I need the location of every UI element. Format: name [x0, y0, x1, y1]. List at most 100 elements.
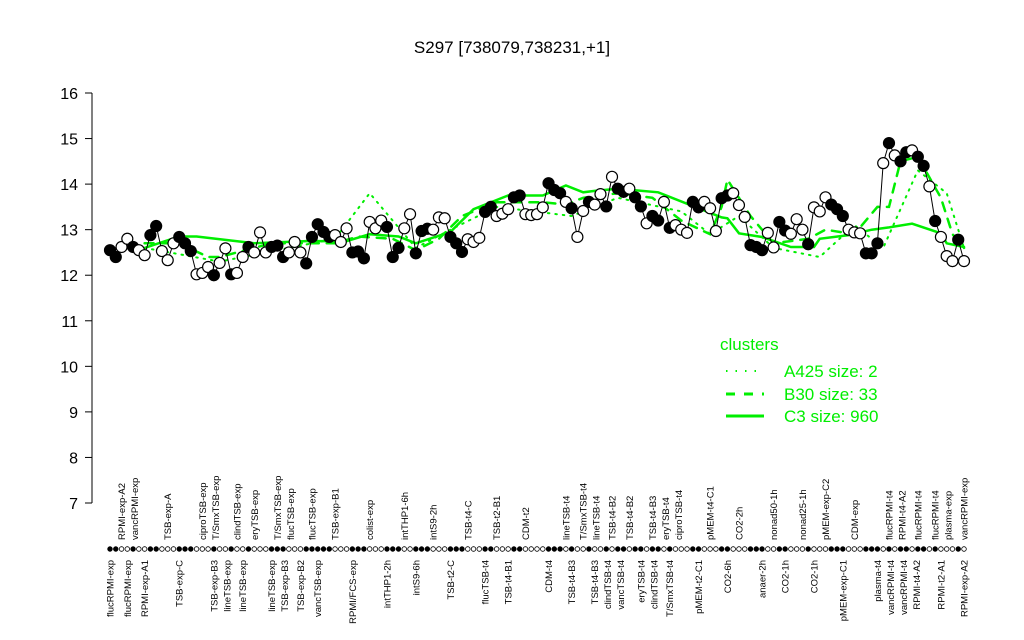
rug-mark: [349, 546, 356, 552]
cluster-line-a425: [143, 168, 965, 263]
data-point: [236, 250, 249, 264]
rug-mark: [597, 546, 604, 552]
y-tick-label: 16: [60, 86, 78, 103]
rug-mark: [840, 546, 846, 552]
data-point: [565, 202, 578, 215]
rug-mark: [338, 546, 344, 552]
rug-mark: [736, 546, 742, 552]
rug-mark: [516, 546, 523, 552]
data-point: [854, 227, 867, 240]
data-point: [138, 249, 151, 262]
rug-mark: [580, 546, 586, 552]
rug-mark: [874, 546, 881, 552]
rug-mark: [955, 546, 961, 552]
sample-label-bottom: eryTSB-t4: [636, 560, 647, 603]
rug-mark: [366, 546, 373, 552]
rug-mark: [320, 546, 327, 552]
data-point: [917, 159, 930, 172]
sample-label-bottom: intS9-6h: [411, 560, 422, 595]
sample-label-bottom: TSB-exp-B3: [209, 560, 220, 612]
sample-label-bottom: RPMI-t4-A2: [912, 560, 923, 610]
rug-mark: [845, 546, 852, 552]
rug-mark: [159, 546, 165, 552]
data-point: [957, 255, 971, 268]
sample-series: [103, 137, 971, 282]
y-tick-label: 9: [69, 405, 78, 422]
rug-mark: [280, 546, 286, 552]
rug-mark: [263, 546, 269, 552]
rug-mark: [182, 546, 188, 552]
sample-rug: [107, 546, 967, 552]
rug-mark: [915, 546, 921, 552]
rug-mark: [586, 546, 592, 552]
sample-label-top: flucTSB-exp: [308, 488, 319, 540]
rug-mark: [113, 546, 119, 552]
rug-mark: [799, 546, 806, 552]
rug-mark: [788, 546, 794, 552]
sample-label-bottom: vancTSB-t4: [616, 560, 627, 610]
data-point: [929, 214, 942, 228]
rug-mark: [943, 546, 950, 552]
rug-mark: [620, 546, 627, 552]
rug-mark: [199, 546, 206, 552]
sample-label-top: intTHP1-6h: [400, 492, 411, 540]
data-point: [894, 155, 907, 168]
rug-mark: [793, 546, 800, 552]
y-tick-label: 8: [69, 450, 78, 467]
rug-mark: [718, 546, 725, 552]
data-point: [761, 226, 774, 239]
data-point: [340, 222, 353, 235]
data-point: [553, 187, 567, 200]
data-point: [657, 195, 671, 208]
data-point: [680, 226, 694, 239]
rug-mark: [205, 546, 211, 552]
sample-label-top: ciproTSB-t4: [674, 490, 685, 540]
data-point: [392, 241, 405, 254]
rug-mark: [545, 546, 552, 552]
legend-label: A425 size: 2: [784, 362, 878, 381]
data-point: [282, 246, 295, 259]
data-point: [155, 244, 169, 258]
rug-mark: [315, 546, 321, 552]
data-point: [796, 223, 809, 236]
rug-mark: [626, 546, 633, 552]
data-point: [911, 150, 924, 163]
sample-label-top: CDM-t2: [521, 507, 532, 540]
rug-mark: [857, 546, 863, 552]
sample-labels: RPMI-exp-A2 vancRPMI-exp TSB-exp-A ciproTSB…: [106, 476, 971, 624]
rug-mark: [863, 546, 869, 552]
data-point: [455, 245, 469, 259]
sample-label-bottom: pMEM-exp-C1: [838, 560, 849, 621]
rug-mark: [153, 546, 159, 552]
rug-mark: [753, 546, 759, 552]
sample-label-top: CO2-2h: [735, 507, 746, 540]
rug-mark: [690, 546, 696, 552]
rug-mark: [701, 546, 708, 552]
data-point: [732, 198, 746, 212]
data-point: [952, 233, 965, 246]
sample-label-top: CDM-exp: [850, 500, 861, 540]
rug-mark: [378, 546, 384, 552]
sample-label-bottom: flucTSB-t4: [481, 560, 492, 604]
rug-mark: [563, 546, 569, 552]
rug-mark: [493, 546, 500, 552]
rug-mark: [667, 546, 673, 552]
rug-mark: [482, 546, 488, 552]
sample-label-bottom: TSB-t4-B3: [567, 560, 578, 604]
rug-mark: [436, 546, 442, 552]
sample-label-bottom: TSB-t2-C: [446, 560, 457, 600]
data-point: [144, 229, 157, 242]
rug-mark: [390, 546, 396, 552]
rug-mark: [909, 546, 915, 552]
rug-mark: [251, 546, 257, 552]
data-point: [790, 213, 803, 226]
data-point: [755, 244, 769, 257]
legend-title: clusters: [720, 335, 779, 354]
rug-mark: [655, 546, 661, 552]
rug-mark: [707, 546, 713, 552]
sample-label-top: flucRPMI-t4: [885, 490, 896, 540]
rug-mark: [476, 546, 482, 552]
rug-mark: [193, 546, 200, 552]
rug-mark: [211, 546, 217, 552]
